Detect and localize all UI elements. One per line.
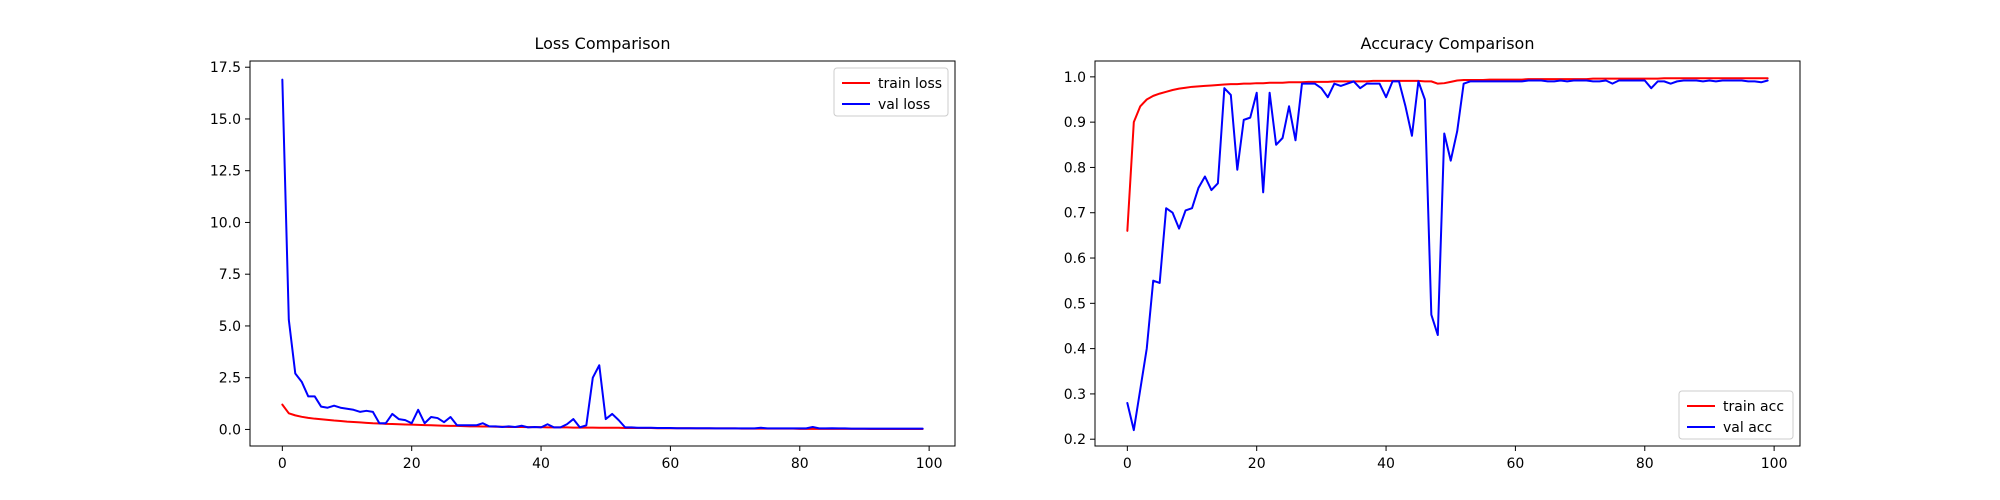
x-tick-label: 100 (1761, 456, 1788, 472)
y-tick-label: 12.5 (210, 164, 241, 180)
y-tick-label: 10.0 (210, 215, 241, 231)
axes-frame (1094, 60, 1801, 447)
legend: train acc val acc (1678, 390, 1794, 440)
x-tick-label: 40 (1377, 456, 1395, 472)
y-tick-label: 0.7 (1064, 206, 1086, 222)
x-tick-label: 60 (1506, 456, 1524, 472)
y-tick-label: 17.5 (210, 60, 241, 76)
series-line-val-acc (1126, 79, 1769, 432)
legend-label: val acc (1723, 420, 1772, 436)
chart-title: Accuracy Comparison (1361, 34, 1535, 53)
chart-title: Loss Comparison (535, 34, 671, 53)
y-tick-label: 0.5 (1064, 296, 1086, 312)
y-tick-label: 0.2 (1064, 432, 1086, 448)
x-tick-label: 80 (791, 456, 809, 472)
y-tick-label: 0.0 (219, 422, 241, 438)
legend-label: train acc (1723, 399, 1784, 415)
axes-frame (249, 60, 956, 447)
x-tick-label: 60 (661, 456, 679, 472)
x-tick-label: 80 (1636, 456, 1654, 472)
legend-label: train loss (878, 76, 942, 92)
x-tick-label: 20 (403, 456, 421, 472)
series-line-val-loss (281, 78, 924, 430)
y-tick-label: 15.0 (210, 112, 241, 128)
accuracy-comparison-chart: Accuracy Comparison 0 20 40 60 80 100 0.2 0.3 0.4… (1064, 34, 1801, 472)
legend-label: val loss (878, 97, 930, 113)
legend: train loss val loss (833, 67, 949, 117)
y-tick-label: 0.6 (1064, 251, 1086, 267)
y-tick-label: 0.8 (1064, 160, 1086, 176)
y-tick-label: 0.3 (1064, 387, 1086, 403)
x-tick-label: 0 (1123, 456, 1132, 472)
y-tick-label: 7.5 (219, 267, 241, 283)
x-tick-label: 20 (1248, 456, 1266, 472)
x-tick-label: 40 (532, 456, 550, 472)
y-tick-label: 2.5 (219, 371, 241, 387)
loss-comparison-chart: Loss Comparison 0 20 40 60 80 100 0.0 2.5 5.0 7.5 1… (210, 34, 956, 472)
series-line-train-acc (1126, 77, 1769, 232)
x-tick-label: 0 (278, 456, 287, 472)
y-tick-label: 1.0 (1064, 70, 1086, 86)
y-tick-label: 0.4 (1064, 342, 1086, 358)
y-tick-label: 5.0 (219, 319, 241, 335)
y-tick-label: 0.9 (1064, 115, 1086, 131)
x-tick-label: 100 (916, 456, 943, 472)
series-line-train-loss (281, 403, 924, 431)
